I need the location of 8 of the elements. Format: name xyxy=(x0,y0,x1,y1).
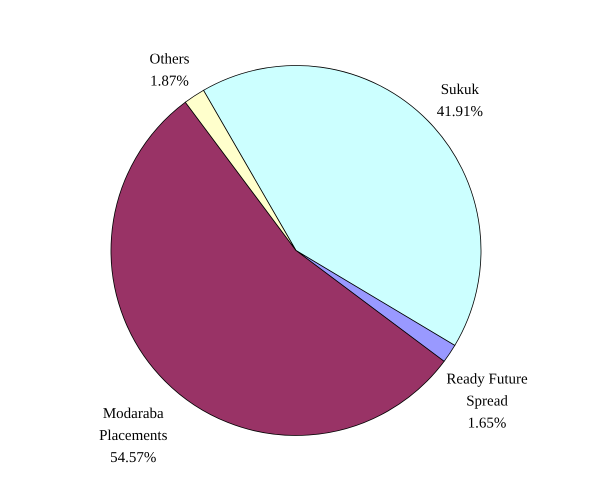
slice-label: Sukuk xyxy=(440,82,480,98)
data-label: 1.87% xyxy=(150,73,189,90)
slice-label: Others xyxy=(150,51,190,68)
data-label: 41.91% xyxy=(436,104,483,120)
slice-label: Modaraba Placements xyxy=(99,406,168,444)
data-label: 54.57% xyxy=(110,450,156,466)
slice-label: Ready Future Spread xyxy=(446,372,528,410)
data-label: 1.65% xyxy=(468,416,506,432)
